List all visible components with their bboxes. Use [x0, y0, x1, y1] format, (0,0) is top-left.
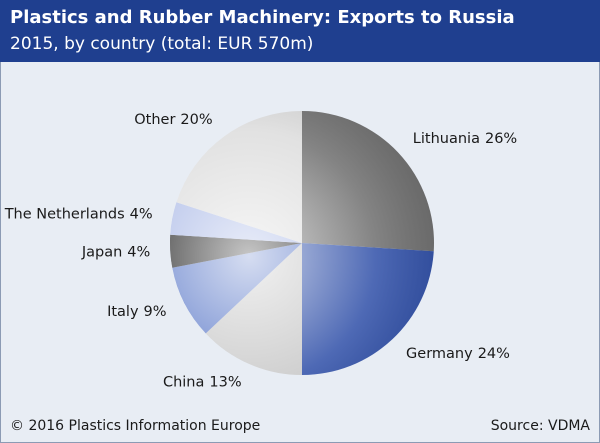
slice-label: Germany 24%: [406, 346, 510, 362]
slice-label-name: Italy: [107, 304, 139, 320]
slice-label-value: 4%: [130, 207, 153, 223]
chart-subtitle: 2015, by country (total: EUR 570m): [10, 34, 313, 54]
slice-label-value: 4%: [127, 245, 150, 261]
slice-label-value: 13%: [209, 374, 241, 390]
slice-label-name: China: [163, 374, 204, 390]
slice-label-name: Other: [134, 112, 175, 128]
slice-label-name: Japan: [81, 245, 122, 261]
slice-label-value: 20%: [180, 112, 212, 128]
slice-label-name: Lithuania: [413, 131, 480, 147]
slice-label: Japan 4%: [81, 245, 150, 261]
slice-label: The Netherlands 4%: [4, 207, 153, 223]
footer-credit: © 2016 Plastics Information Europe: [10, 418, 260, 434]
chart-title: Plastics and Rubber Machinery: Exports t…: [10, 7, 515, 28]
footer-source: Source: VDMA: [491, 418, 591, 434]
slice-label: Italy 9%: [107, 304, 166, 320]
slice-label: Other 20%: [134, 112, 212, 128]
slice-label-name: The Netherlands: [4, 207, 125, 223]
slice-label: China 13%: [163, 374, 242, 390]
header-band: [0, 0, 600, 62]
slice-label-value: 24%: [478, 346, 510, 362]
slice-label-value: 26%: [485, 131, 517, 147]
slice-label-name: Germany: [406, 346, 473, 362]
slice-label: Lithuania 26%: [413, 131, 517, 147]
slice-label-value: 9%: [144, 304, 167, 320]
